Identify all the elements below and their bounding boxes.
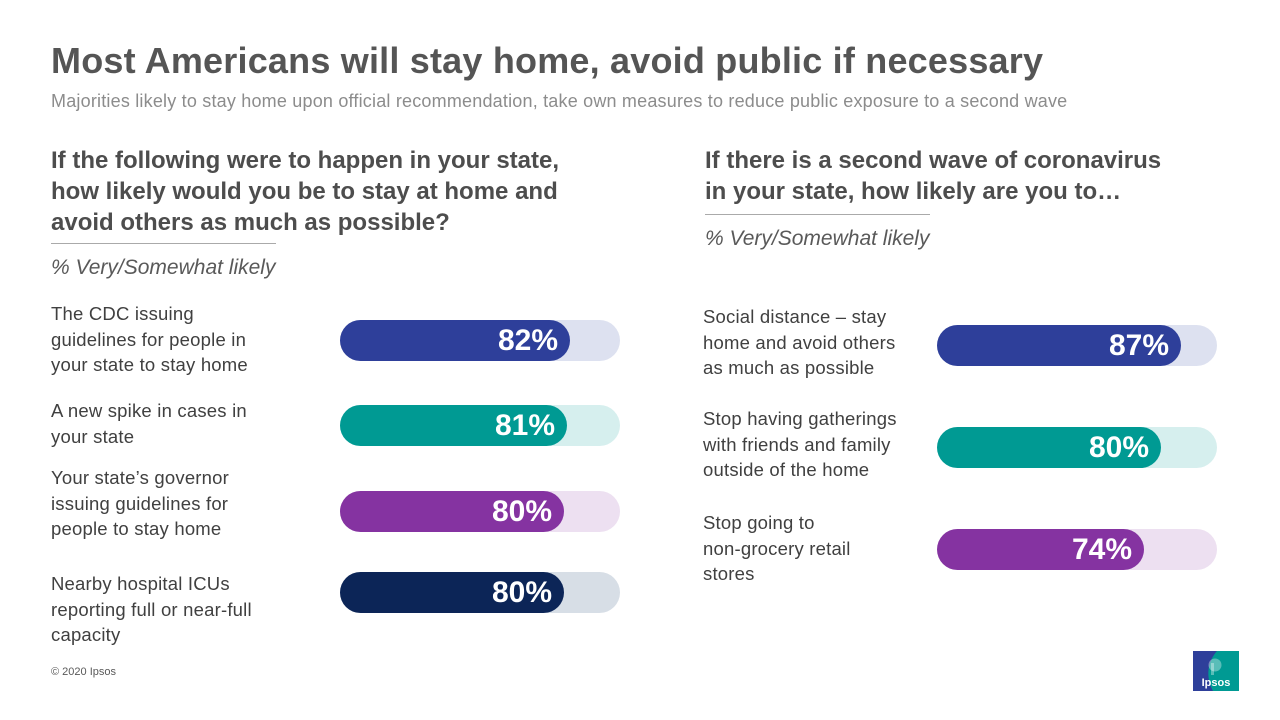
- right-measure-label: % Very/Somewhat likely: [705, 227, 930, 250]
- bar: [937, 529, 1144, 570]
- left-measure-label: % Very/Somewhat likely: [51, 256, 276, 279]
- ipsos-logo: Ipsos: [1193, 651, 1239, 691]
- bar-category-label-line: The CDC issuing: [51, 303, 194, 324]
- bar-category-label-line: A new spike in cases in: [51, 400, 247, 421]
- bar-category-label-line: home and avoid others: [703, 331, 896, 353]
- page-subtitle: Majorities likely to stay home upon offi…: [51, 91, 1068, 111]
- bar-category-label-line: Your state’s governor: [51, 467, 230, 488]
- bar-category-label-line: issuing guidelines for: [51, 492, 229, 514]
- bar-category-label-line: Social distance – stay: [703, 306, 887, 327]
- bar: [340, 405, 567, 446]
- bar-category-label-line: with friends and family: [703, 433, 891, 455]
- bar-category-label-line: your state to stay home: [51, 354, 248, 375]
- bar: [340, 320, 570, 361]
- bar-track: 80%: [937, 427, 1217, 468]
- bar-category-label-line: capacity: [51, 624, 121, 645]
- right-divider: [705, 214, 930, 215]
- bar-value-label: 80%: [491, 495, 552, 528]
- bar: [340, 572, 564, 613]
- bar-value-label: 74%: [1071, 533, 1132, 566]
- bar-category-label-line: Stop having gatherings: [703, 408, 897, 429]
- bar-category-label-line: as much as possible: [703, 357, 875, 378]
- bar-category-label: Stop having gatherings with friends and f…: [703, 406, 897, 483]
- bar-category-label-line: non-grocery retail: [703, 537, 851, 559]
- bar: [340, 491, 564, 532]
- copyright-text: © 2020 Ipsos: [51, 666, 116, 678]
- bar-track: 80%: [340, 572, 620, 613]
- bar-value-label: 81%: [494, 409, 555, 442]
- bar-track: 74%: [937, 529, 1217, 570]
- bar-category-label: Nearby hospital ICUs reporting full or ne…: [51, 571, 252, 648]
- bar-value-label: 80%: [1088, 431, 1149, 464]
- bar-category-label: Your state’s governor issuing guidelines …: [51, 465, 229, 542]
- bar-track: 80%: [340, 491, 620, 532]
- left-question-line: how likely would you be to stay at home …: [51, 178, 558, 205]
- bar-category-label: Social distance – stay home and avoid oth…: [703, 304, 895, 381]
- bar-track: 81%: [340, 405, 620, 446]
- page-title: Most Americans will stay home, avoid pub…: [51, 40, 1044, 81]
- bar: [937, 325, 1181, 366]
- bar-category-label-line: outside of the home: [703, 459, 870, 480]
- bar-category-label: Stop going to non-grocery retail stores: [703, 510, 851, 587]
- left-question: If the following were to happen in your …: [51, 145, 651, 238]
- svg-text:Ipsos: Ipsos: [1202, 677, 1231, 689]
- bar-category-label-line: stores: [703, 563, 755, 584]
- bar-category-label-line: guidelines for people in: [51, 328, 247, 350]
- bar-category-label-line: people to stay home: [51, 518, 222, 539]
- right-question-line: in your state, how likely are you to…: [705, 178, 1122, 205]
- left-question-line: If the following were to happen in your …: [51, 147, 560, 174]
- bar-category-label-line: Stop going to: [703, 512, 815, 533]
- bar-value-label: 80%: [491, 576, 552, 609]
- bar-category-label: The CDC issuing guidelines for people in y…: [51, 301, 248, 378]
- bar-category-label-line: your state: [51, 425, 135, 447]
- right-question: If there is a second wave of coronavirus…: [705, 145, 1245, 207]
- left-divider: [51, 243, 276, 244]
- left-question-line: avoid others as much as possible?: [51, 209, 450, 236]
- bar-category-label-line: reporting full or near-full: [51, 598, 252, 620]
- bar-value-label: 87%: [1108, 329, 1169, 362]
- bar-track: 87%: [937, 325, 1217, 366]
- bar: [937, 427, 1161, 468]
- bar-value-label: 82%: [497, 324, 558, 357]
- right-question-line: If there is a second wave of coronavirus: [705, 147, 1162, 174]
- bar-category-label-line: Nearby hospital ICUs: [51, 573, 230, 594]
- bar-track: 82%: [340, 320, 620, 361]
- bar-category-label: A new spike in cases in your state: [51, 398, 247, 449]
